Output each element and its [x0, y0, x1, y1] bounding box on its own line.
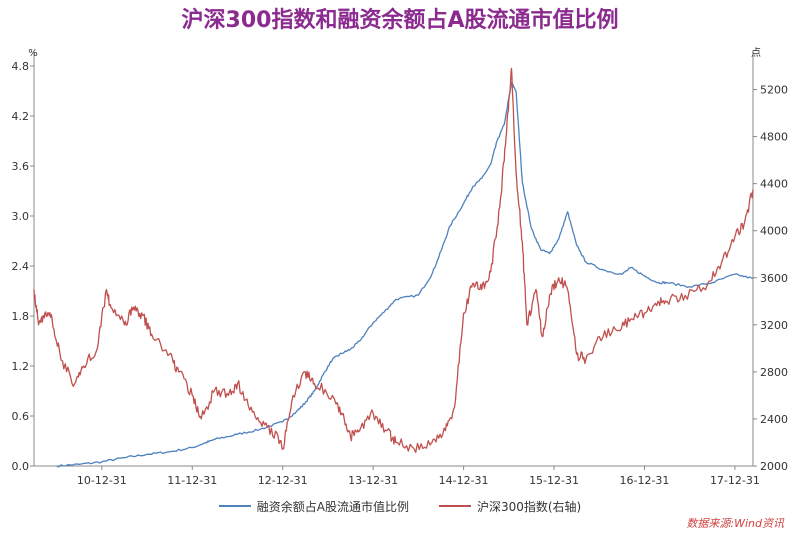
x-tick-label: 10-12-31 [77, 474, 127, 487]
x-tick-label: 16-12-31 [620, 474, 670, 487]
source-note: 数据来源:Wind资讯 [686, 517, 784, 530]
y-tick-label-left: 3.6 [12, 160, 30, 173]
y-tick-label-left: 4.8 [12, 60, 30, 73]
legend-item-csi300: 沪深300指数(右轴) [438, 498, 582, 515]
x-tick-label: 15-12-31 [529, 474, 579, 487]
y-tick-label-left: 2.4 [12, 260, 30, 273]
x-tick-label: 13-12-31 [348, 474, 398, 487]
y-tick-label-left: 1.2 [12, 360, 30, 373]
y-tick-label-right: 2400 [760, 413, 788, 426]
y-tick-label-left: 3.0 [12, 210, 30, 223]
y-tick-label-right: 4000 [760, 225, 788, 238]
y-tick-label-right: 3200 [760, 319, 788, 332]
y-tick-label-right: 5200 [760, 84, 788, 97]
y-tick-label-left: 1.8 [12, 310, 30, 323]
chart-title: 沪深300指数和融资余额占A股流通市值比例 [181, 8, 619, 33]
x-tick-label: 12-12-31 [258, 474, 308, 487]
y-tick-label-right: 4400 [760, 178, 788, 191]
y-tick-label-left: 0.6 [12, 410, 30, 423]
y-tick-label-right: 3600 [760, 272, 788, 285]
x-tick-label: 17-12-31 [710, 474, 760, 487]
y-tick-label-right: 2800 [760, 366, 788, 379]
series-line-csi300 [33, 67, 754, 454]
y-tick-label-right: 2000 [760, 460, 788, 473]
y-tick-label-right: 4800 [760, 131, 788, 144]
legend-swatch-csi300 [438, 505, 471, 507]
legend-swatch-margin-ratio [218, 505, 251, 507]
x-tick-label: 11-12-31 [167, 474, 217, 487]
chart-legend: 融资余额占A股流通市值比例 沪深300指数(右轴) [0, 492, 800, 520]
y-tick-label-left: 0.0 [12, 460, 30, 473]
x-tick-label: 14-12-31 [439, 474, 489, 487]
legend-item-margin-ratio: 融资余额占A股流通市值比例 [218, 498, 409, 515]
y-axis-unit-left: % [28, 48, 38, 59]
legend-label-csi300: 沪深300指数(右轴) [476, 499, 582, 514]
legend-label-margin-ratio: 融资余额占A股流通市值比例 [256, 499, 409, 514]
series-line-margin-ratio [56, 82, 754, 468]
y-tick-label-left: 4.2 [12, 110, 30, 123]
y-axis-unit-right: 点 [751, 47, 761, 59]
